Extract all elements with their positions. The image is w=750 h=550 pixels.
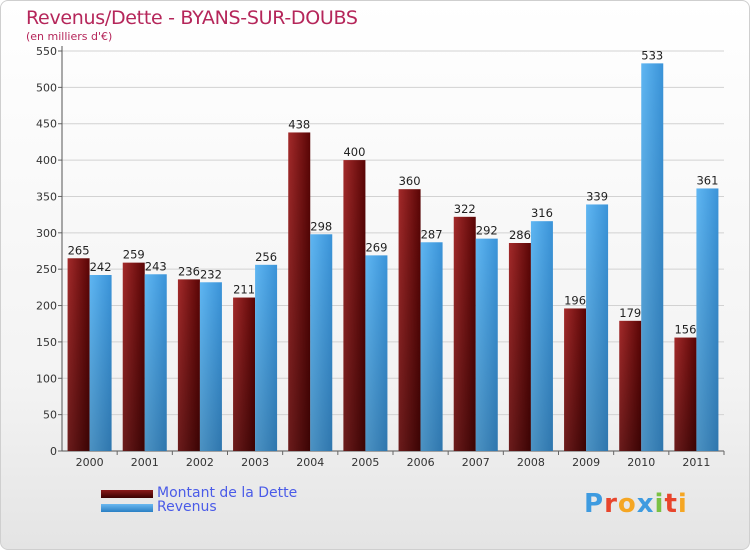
bar-dette-shade [674,337,697,451]
x-tick-label: 2003 [241,456,269,469]
value-label-revenus: 298 [310,219,332,233]
bar-dette-shade [67,258,90,451]
x-tick-label: 2008 [517,456,545,469]
y-tick-label: 50 [43,409,57,422]
bar-dette-shade [233,297,256,451]
value-label-revenus: 256 [255,250,277,264]
chart-subtitle: (en milliers d'€) [26,30,113,43]
legend-label-dette: Montant de la Dette [157,485,298,501]
bar-dette-shade [398,189,421,451]
value-label-revenus: 243 [145,259,167,273]
x-tick-label: 2005 [351,456,379,469]
y-tick-label: 550 [36,45,57,58]
value-label-dette: 179 [619,306,641,320]
bar-revenus-shade [420,242,443,451]
value-label-dette: 360 [399,174,421,188]
value-label-revenus: 269 [365,240,387,254]
bar-revenus-shade [586,204,609,451]
logo-letter: P [584,489,605,519]
x-tick-label: 2000 [76,456,104,469]
bar-dette-shade [122,262,145,451]
value-label-revenus: 232 [200,267,222,281]
value-label-dette: 286 [509,228,531,242]
y-tick-label: 300 [36,227,57,240]
y-tick-label: 200 [36,300,57,313]
value-label-revenus: 339 [586,189,608,203]
y-tick-label: 150 [36,336,57,349]
value-label-dette: 211 [233,283,255,297]
x-tick-label: 2004 [296,456,324,469]
bar-revenus-shade [144,274,167,451]
logo-letter: t [664,489,678,519]
value-label-revenus: 242 [90,260,112,274]
value-label-revenus: 533 [641,48,663,62]
value-label-revenus: 287 [421,227,443,241]
x-tick-label: 2006 [407,456,435,469]
bar-revenus-shade [255,264,278,451]
bar-dette-shade [177,279,200,451]
y-tick-label: 500 [36,81,57,94]
y-tick-label: 0 [50,445,57,458]
bar-revenus-shade [530,221,553,451]
bar-dette-shade [619,320,642,451]
logo-letter: i [677,489,688,519]
logo-letter: o [617,489,637,519]
value-label-dette: 265 [68,243,90,257]
value-label-dette: 259 [123,248,145,262]
legend-swatch-revenus [101,504,153,512]
y-tick-label: 450 [36,118,57,131]
bar-dette-shade [343,160,366,451]
x-tick-label: 2010 [627,456,655,469]
bar-dette-shade [288,132,311,452]
y-tick-label: 350 [36,190,57,203]
bar-revenus-shade [641,63,664,451]
value-label-revenus: 361 [696,173,718,187]
y-tick-label: 400 [36,154,57,167]
x-tick-label: 2002 [186,456,214,469]
x-tick-label: 2001 [131,456,159,469]
value-label-dette: 236 [178,264,200,278]
bar-dette-shade [564,308,587,451]
logo-letter: i [654,489,665,519]
x-tick-label: 2007 [462,456,490,469]
x-tick-label: 2011 [682,456,710,469]
bar-revenus-shade [475,238,498,451]
bar-revenus-shade [199,282,222,451]
value-label-dette: 156 [674,323,696,337]
legend-swatch-dette [101,490,153,498]
value-label-revenus: 292 [476,224,498,238]
value-label-dette: 400 [343,145,365,159]
value-label-dette: 196 [564,293,586,307]
x-tick-label: 2009 [572,456,600,469]
logo-letter: r [604,489,618,519]
bar-dette-shade [453,216,476,451]
chart-title: Revenus/Dette - BYANS-SUR-DOUBS [26,7,358,29]
bar-revenus-shade [310,234,333,451]
y-tick-label: 100 [36,372,57,385]
bar-revenus-shade [89,275,112,451]
bar-revenus-shade [696,188,719,452]
logo-letter: x [636,489,655,519]
legend-label-revenus: Revenus [157,499,217,515]
proxiti-logo: Proxiti [584,489,688,519]
bar-dette-shade [508,243,531,451]
bar-revenus-shade [365,255,388,451]
value-label-dette: 438 [288,117,310,131]
value-label-dette: 322 [454,202,476,216]
value-label-revenus: 316 [531,206,553,220]
y-tick-label: 250 [36,263,57,276]
